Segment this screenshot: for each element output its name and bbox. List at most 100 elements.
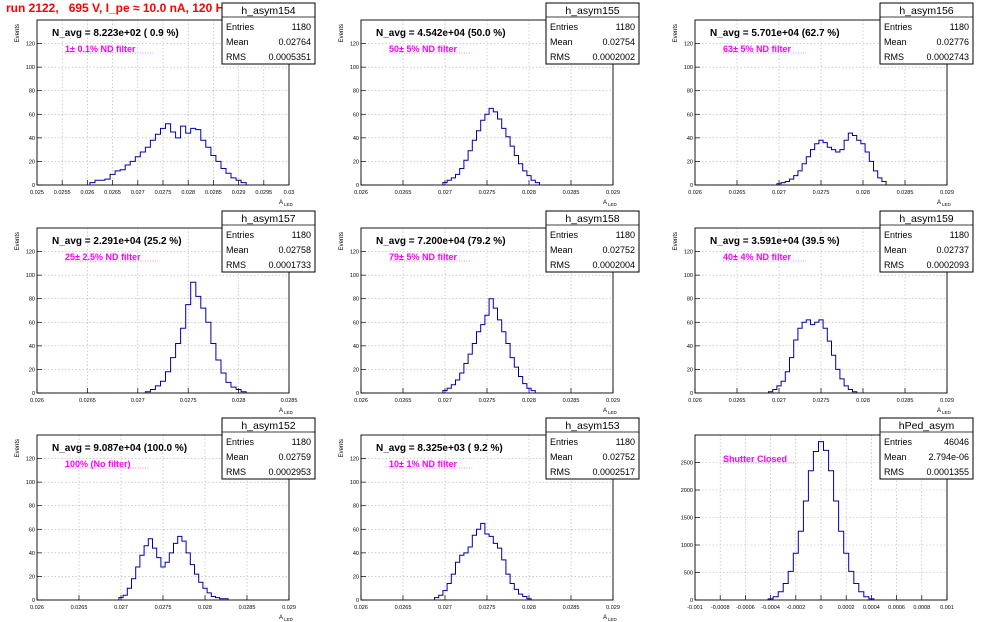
histogram-bin — [839, 531, 844, 600]
histogram-bin — [523, 171, 527, 185]
x-axis-label: A — [279, 615, 283, 621]
histogram-bin — [798, 171, 802, 185]
stats-box — [545, 2, 640, 65]
stats-value: 0.0002743 — [926, 52, 969, 62]
x-tick-label: 0.028 — [232, 398, 246, 404]
stats-title: hPed_asym — [899, 420, 955, 432]
histogram-bin — [456, 562, 460, 600]
histogram-bin — [859, 592, 864, 600]
x-axis-label: A — [603, 408, 607, 414]
histogram-bin — [186, 133, 191, 185]
histogram-bin — [498, 320, 502, 393]
histogram-bin — [813, 452, 818, 601]
x-axis-label: A — [937, 408, 941, 414]
y-tick-label: 0 — [356, 598, 359, 604]
histogram-bin — [836, 369, 840, 393]
x-tick-label: 0.0275 — [813, 398, 830, 404]
histogram-bin — [519, 164, 523, 185]
stats-value: 0.02764 — [278, 37, 311, 47]
y-tick-label: 100 — [26, 480, 35, 486]
x-tick-label: 0.028 — [198, 605, 212, 611]
histogram-bin — [456, 174, 460, 185]
stats-value: 1180 — [950, 22, 969, 32]
histogram-bin — [120, 170, 125, 185]
x-tick-label: 0.0265 — [729, 398, 746, 404]
y-tick-label: 120 — [350, 42, 359, 48]
histogram-bin — [823, 143, 827, 185]
histogram-line — [118, 535, 229, 600]
stats-key: Mean — [884, 37, 907, 47]
x-tick-label: 0.029 — [940, 190, 954, 196]
x-tick-label: 0.026 — [354, 605, 368, 611]
y-axis-label: Events — [339, 439, 345, 457]
plot-frame — [360, 434, 614, 601]
filter-label: Shutter Closed — [723, 454, 787, 464]
histogram-bin — [477, 332, 481, 393]
histogram-bin — [481, 120, 485, 185]
x-tick-label: 0.029 — [606, 605, 620, 611]
x-tick-label: 0.0285 — [563, 605, 580, 611]
histogram-bin — [171, 358, 176, 393]
histogram-bin — [781, 381, 785, 393]
histogram-bin — [145, 147, 150, 185]
y-tick-label: 100 — [26, 65, 35, 71]
x-tick-label: 0.0285 — [563, 398, 580, 404]
stats-value: 0.02754 — [602, 37, 635, 47]
stats-key: Entries — [550, 230, 579, 240]
stats-key: Mean — [550, 452, 573, 462]
histogram-bin — [216, 360, 221, 393]
panel-h_asym154: 0.025 0.0255 0.026 0.0265 0.027 0.0275 0.028 0.… — [15, 2, 316, 207]
histogram-bin — [125, 165, 130, 185]
x-tick-label: 0.028 — [522, 605, 536, 611]
stats-title: h_asym153 — [565, 420, 619, 432]
y-tick-label: 0 — [356, 183, 359, 189]
y-axis-label: Events — [673, 232, 679, 250]
x-tick-label: 0.0285 — [897, 190, 914, 196]
x-axis-label: A — [279, 200, 283, 206]
histogram-bin — [191, 128, 196, 185]
x-tick-label: 0.0275 — [479, 398, 496, 404]
y-tick-label: 40 — [687, 136, 693, 142]
navg-label: N_avg = 7.200e+04 (79.2 %) — [376, 236, 506, 247]
histogram-bin — [865, 152, 869, 185]
stats-key: RMS — [884, 467, 904, 477]
y-tick-label: 2500 — [681, 461, 693, 467]
y-tick-label: 0 — [32, 391, 35, 397]
x-tick-label: -0.0002 — [786, 605, 805, 611]
plot-frame — [694, 19, 948, 186]
x-tick-label: 0.0265 — [395, 605, 412, 611]
stats-value: 1180 — [616, 230, 635, 240]
histogram-line — [442, 107, 540, 185]
y-axis-label: Events — [15, 232, 21, 250]
histogram-bin — [451, 178, 455, 185]
histogram-bin — [176, 344, 181, 394]
histogram-bin — [798, 531, 803, 600]
histogram-bin — [823, 328, 827, 393]
stats-key: Mean — [226, 37, 249, 47]
histogram-bin — [869, 161, 873, 185]
histogram-bin — [201, 308, 206, 393]
histogram-bin — [802, 322, 806, 393]
y-tick-label: 0 — [690, 598, 693, 604]
x-tick-label: 0.026 — [354, 398, 368, 404]
x-axis-label-subscript: LED — [284, 202, 294, 207]
histogram-bin — [451, 574, 455, 600]
stats-value: 0.02752 — [602, 245, 635, 255]
stats-key: Mean — [884, 245, 907, 255]
y-tick-label: 120 — [26, 42, 35, 48]
y-tick-label: 100 — [350, 65, 359, 71]
x-tick-label: 0.0285 — [205, 190, 222, 196]
y-tick-label: 20 — [687, 159, 693, 165]
histogram-bin — [778, 592, 783, 600]
stats-key: Entries — [884, 22, 913, 32]
x-tick-label: 0.0265 — [79, 398, 96, 404]
histogram-bin — [493, 308, 497, 393]
stats-value: 0.02776 — [936, 37, 969, 47]
stats-key: RMS — [550, 52, 570, 62]
stats-title: h_asym157 — [241, 213, 295, 225]
histogram-bin — [844, 140, 848, 185]
y-tick-label: 80 — [353, 297, 359, 303]
y-tick-label: 40 — [353, 551, 359, 557]
y-axis-label: Events — [339, 232, 345, 250]
x-tick-label: 0.027 — [772, 190, 786, 196]
